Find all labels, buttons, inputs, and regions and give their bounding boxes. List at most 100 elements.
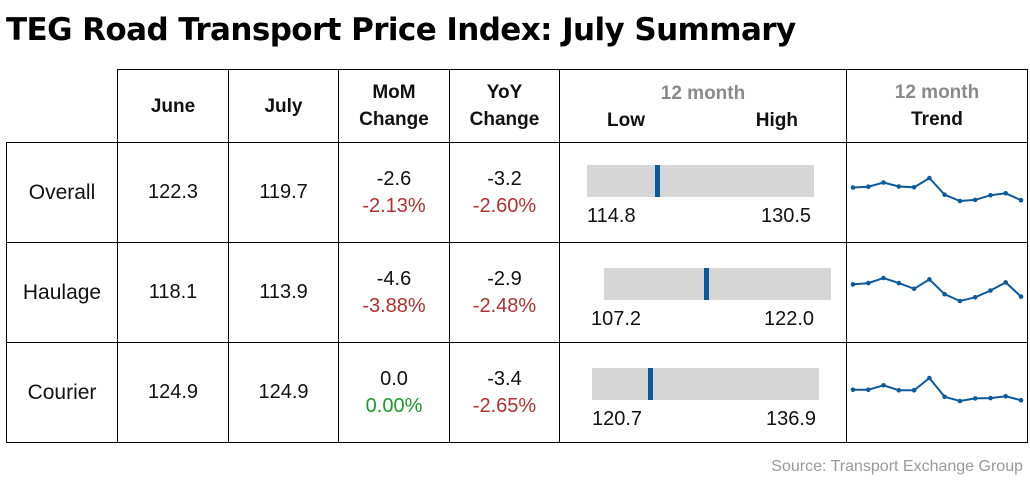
trend-point <box>1018 197 1024 203</box>
trend-point <box>896 184 902 189</box>
mom-pct: -2.13% <box>362 194 426 217</box>
trend-point <box>942 291 947 297</box>
yoy-change: -3.2 -2.60% <box>449 142 560 243</box>
header-trend-line2: Trend <box>911 109 963 130</box>
row-label: Courier <box>6 342 118 443</box>
trend-line <box>852 276 1022 303</box>
trend-point <box>896 280 902 286</box>
trend-point <box>957 298 963 304</box>
source-note: Source: Transport Exchange Group <box>771 458 1023 475</box>
table-row-haulage: Haulage 118.1 113.9 -4.6 -3.88% -2.9 -2.… <box>6 242 1028 343</box>
trend-point <box>988 395 993 401</box>
range-bar <box>604 268 831 300</box>
trend-line <box>853 376 1022 403</box>
june-value: 124.9 <box>117 342 229 443</box>
range-cell: 120.7 136.9 <box>559 342 847 443</box>
trend-point <box>957 398 963 404</box>
header-range-high: High <box>755 110 798 131</box>
range-cell: 114.8 130.5 <box>559 142 847 243</box>
trend-point <box>972 197 978 203</box>
mom-abs: 0.0 <box>380 367 408 390</box>
header-july: July <box>228 69 339 143</box>
page-title: TEG Road Transport Price Index: July Sum… <box>6 12 796 48</box>
trend-point <box>850 185 856 190</box>
trend-point <box>988 192 993 198</box>
trend-point <box>1018 397 1024 403</box>
trend-point <box>927 375 932 381</box>
july-value: 124.9 <box>228 342 339 443</box>
yoy-pct: -2.48% <box>472 294 537 317</box>
range-marker <box>704 268 710 300</box>
trend-point <box>1003 280 1008 285</box>
july-value: 119.7 <box>228 142 339 243</box>
trend-point <box>942 394 947 400</box>
july-value: 113.9 <box>228 242 339 343</box>
header-trend: 12 month Trend <box>846 69 1028 143</box>
range-high: 122.0 <box>764 308 815 330</box>
trend-point <box>866 184 871 189</box>
mom-change: -2.6 -2.13% <box>338 142 450 243</box>
trend-cell <box>846 242 1028 343</box>
yoy-change: -3.4 -2.65% <box>449 342 560 443</box>
trend-point <box>881 180 886 185</box>
trend-point <box>911 185 917 190</box>
trend-point <box>896 388 902 393</box>
range-low: 120.7 <box>592 408 643 430</box>
table-row-courier: Courier 124.9 124.9 0.0 0.00% -3.4 -2.65… <box>6 342 1028 443</box>
yoy-change: -2.9 -2.48% <box>449 242 560 343</box>
header-yoy-line1: YoY <box>486 82 523 103</box>
range-bar <box>592 368 819 400</box>
mom-change: 0.0 0.00% <box>338 342 450 443</box>
range-marker <box>648 368 654 400</box>
trend-point <box>927 175 932 181</box>
yoy-abs: -3.4 <box>487 367 522 390</box>
range-high: 136.9 <box>766 408 817 430</box>
trend-point <box>1018 294 1024 299</box>
trend-point <box>850 387 856 393</box>
sparkline-courier <box>850 375 1024 404</box>
trend-point <box>972 396 978 401</box>
trend-point <box>1003 191 1008 196</box>
range-low: 114.8 <box>587 205 636 227</box>
trend-point <box>988 288 993 293</box>
yoy-pct: -2.60% <box>472 194 537 217</box>
trend-point <box>881 383 886 388</box>
row-label: Haulage <box>6 242 118 343</box>
table-row-overall: Overall 122.3 119.7 -2.6 -2.13% -3.2 -2.… <box>6 142 1028 243</box>
row-label: Overall <box>6 142 118 243</box>
sparkline-haulage <box>850 275 1024 304</box>
trend-point <box>911 286 917 292</box>
range-marker <box>655 165 661 197</box>
mom-pct: -3.88% <box>362 294 426 317</box>
trend-point <box>911 388 917 393</box>
range-bar <box>587 165 814 197</box>
trend-point <box>881 275 886 281</box>
yoy-abs: -2.9 <box>487 267 522 290</box>
yoy-abs: -3.2 <box>487 167 522 190</box>
header-mom-line2: Change <box>359 109 429 130</box>
mom-pct: 0.00% <box>365 394 423 417</box>
trend-point <box>957 198 963 204</box>
trend-point <box>942 192 947 197</box>
trend-cell <box>846 342 1028 443</box>
june-value: 118.1 <box>117 242 229 343</box>
range-high: 130.5 <box>761 205 812 227</box>
header-yoy-line2: Change <box>469 109 540 130</box>
header-blank <box>6 69 118 143</box>
trend-point <box>927 277 932 282</box>
header-yoy: YoY Change <box>449 69 560 143</box>
trend-point <box>866 280 871 286</box>
header-row: June July MoM Change YoY Change 12 month… <box>6 69 1028 143</box>
range-low: 107.2 <box>591 308 642 330</box>
header-trend-line1: 12 month <box>894 82 980 103</box>
mom-change: -4.6 -3.88% <box>338 242 450 343</box>
mom-abs: -2.6 <box>376 167 412 190</box>
trend-point <box>972 295 978 300</box>
sparkline-overall <box>850 175 1024 204</box>
trend-point <box>850 282 856 287</box>
header-mom-line1: MoM <box>372 82 416 103</box>
header-mom: MoM Change <box>338 69 450 143</box>
june-value: 122.3 <box>117 142 229 243</box>
header-range: 12 month Low High <box>559 69 847 143</box>
trend-point <box>1003 394 1008 399</box>
